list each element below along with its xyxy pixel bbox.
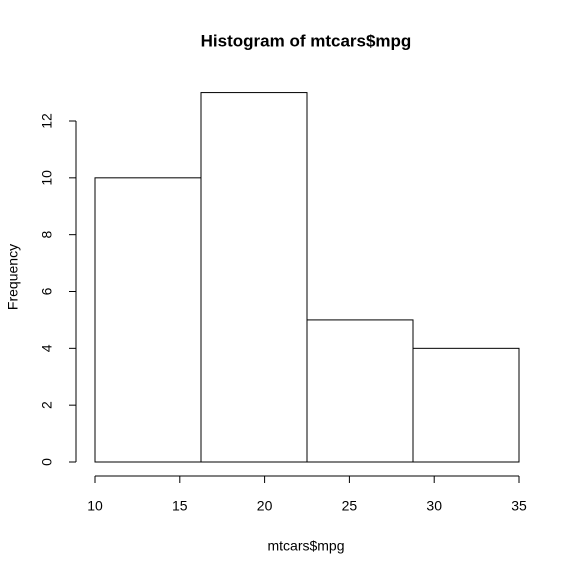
y-tick-label: 12 bbox=[39, 113, 55, 129]
x-axis-label: mtcars$mpg bbox=[267, 538, 344, 554]
y-tick-label: 0 bbox=[39, 458, 55, 466]
y-axis-label: Frequency bbox=[5, 244, 21, 310]
y-tick-label: 2 bbox=[39, 401, 55, 409]
histogram-bar bbox=[412, 347, 520, 463]
histogram-bar bbox=[200, 92, 308, 463]
y-tick-label: 8 bbox=[39, 231, 55, 239]
x-tick-label: 20 bbox=[257, 498, 273, 514]
y-tick-label: 10 bbox=[39, 170, 55, 186]
x-tick-label: 35 bbox=[511, 498, 527, 514]
x-tick-label: 15 bbox=[172, 498, 188, 514]
x-tick-label: 25 bbox=[342, 498, 358, 514]
x-tick-label: 10 bbox=[87, 498, 103, 514]
histogram-bar bbox=[306, 319, 414, 463]
x-tick-label: 30 bbox=[426, 498, 442, 514]
chart-title: Histogram of mtcars$mpg bbox=[201, 31, 412, 50]
histogram-bar bbox=[94, 177, 202, 463]
y-tick-label: 4 bbox=[39, 344, 55, 352]
y-tick-label: 6 bbox=[39, 287, 55, 295]
